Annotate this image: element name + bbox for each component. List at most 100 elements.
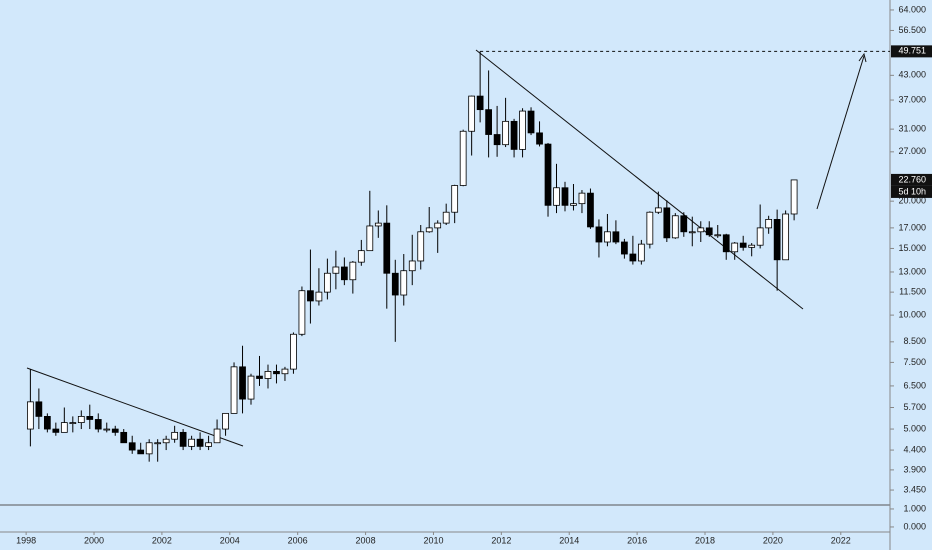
x-tick-label: 2014 — [559, 535, 579, 545]
y-tick-label: 6.500 — [903, 380, 926, 390]
candle-body — [663, 207, 671, 239]
candle-body — [553, 187, 560, 206]
y-tick-label: 43.000 — [898, 70, 926, 80]
trendline — [26, 367, 244, 447]
candle-body — [451, 185, 459, 213]
candle-body — [281, 368, 289, 375]
y-tick-label: 8.500 — [903, 336, 926, 346]
candle-body — [408, 260, 416, 272]
candle-body — [383, 222, 391, 274]
candle-body — [748, 244, 756, 248]
candle-body — [434, 222, 442, 229]
candle-body — [722, 234, 730, 253]
y-tick-label: 20.000 — [898, 196, 926, 206]
x-tick-label: 2012 — [491, 535, 511, 545]
candle-body — [290, 333, 297, 370]
candle-body — [680, 215, 688, 233]
candle-body — [578, 192, 586, 205]
candle-body — [230, 366, 238, 414]
candle-body — [273, 371, 280, 375]
candle-body — [60, 422, 68, 433]
candle-body — [213, 428, 221, 444]
candle-body — [417, 231, 425, 262]
candle-body — [773, 219, 781, 261]
candle-body — [349, 261, 357, 281]
candle-body — [493, 134, 501, 146]
y-tick-label: 37.000 — [898, 94, 926, 104]
arrow — [816, 55, 865, 210]
candle-body — [315, 291, 323, 302]
candle-body — [765, 219, 773, 229]
candle-body — [544, 143, 552, 206]
candle-body — [239, 366, 246, 400]
y-tick-label: 31.000 — [898, 124, 926, 134]
candle-body — [654, 207, 662, 213]
candle-body — [442, 211, 450, 224]
level-label: 49.751 — [898, 46, 926, 56]
last-price-box — [891, 173, 932, 186]
candle-body — [222, 412, 229, 430]
y-tick-label: 4.400 — [903, 444, 926, 454]
candle-body — [527, 110, 535, 134]
y-tick-label: 27.000 — [898, 146, 926, 156]
candle-body — [27, 401, 34, 430]
candle-body — [340, 266, 348, 281]
candle-body — [35, 401, 43, 417]
candle-body — [366, 225, 374, 252]
candle-body — [256, 375, 263, 379]
candle-body — [629, 253, 637, 262]
arrow-head — [858, 52, 867, 63]
candle-body — [77, 415, 85, 424]
candle-body — [247, 375, 255, 400]
countdown-box — [891, 185, 932, 198]
x-tick-label: 2016 — [627, 535, 647, 545]
y-tick-label: 17.000 — [898, 222, 926, 232]
x-tick-label: 2000 — [84, 535, 104, 545]
y-tick-label: 5.000 — [903, 423, 926, 433]
y-tick-label: 13.000 — [898, 266, 926, 276]
y-tick-label: 3.450 — [903, 484, 926, 494]
candle-body — [188, 438, 195, 447]
y-tick-label: 3.900 — [903, 464, 926, 474]
candle-body — [120, 431, 128, 444]
countdown: 5d 10h — [898, 186, 926, 196]
candle-body — [697, 227, 705, 233]
candle-body — [94, 419, 102, 430]
candle-body — [137, 449, 145, 455]
candle-body — [637, 243, 645, 262]
candle-body — [705, 227, 713, 236]
y-tick-label: 1.000 — [903, 503, 926, 513]
candle-body — [671, 215, 679, 239]
candle-body — [374, 222, 382, 227]
candle-body — [782, 213, 789, 261]
candle-body — [604, 231, 611, 243]
y-tick-label: 10.000 — [898, 309, 926, 319]
candle-body — [400, 270, 408, 296]
y-tick-label: 5.700 — [903, 402, 926, 412]
candle-body — [205, 442, 212, 447]
candle-body — [646, 211, 654, 245]
candle-body — [145, 442, 153, 455]
x-tick-label: 2020 — [763, 535, 783, 545]
candle-body — [459, 130, 467, 186]
candle-body — [595, 226, 603, 243]
candle-body — [264, 371, 272, 379]
x-tick-label: 1998 — [16, 535, 36, 545]
candle-body — [86, 415, 94, 420]
level-label-box — [891, 45, 932, 58]
candle-body — [179, 431, 187, 447]
candle-body — [688, 231, 696, 234]
candle-body — [756, 227, 764, 246]
candle-body — [570, 203, 577, 206]
candle-body — [621, 241, 628, 255]
x-tick-label: 2006 — [288, 535, 308, 545]
candle-body — [111, 428, 119, 433]
candle-body — [196, 438, 204, 447]
candle-body — [714, 234, 722, 237]
candle-body — [485, 109, 492, 135]
candle-body — [391, 272, 399, 296]
candle-body — [52, 428, 60, 433]
candle-body — [298, 290, 306, 335]
x-tick-label: 2002 — [152, 535, 172, 545]
